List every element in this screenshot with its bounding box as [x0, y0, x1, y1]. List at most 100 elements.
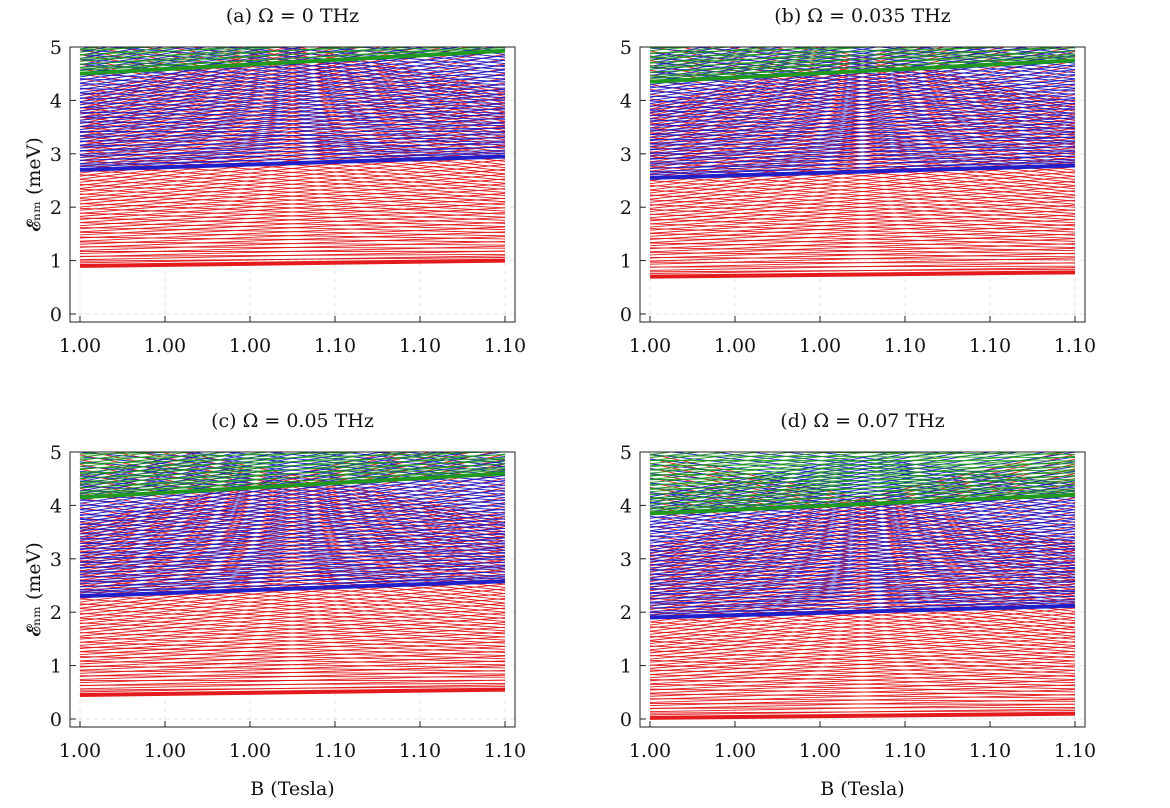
y-tick-label: 0 — [50, 709, 62, 731]
y-tick-label: 0 — [50, 304, 62, 326]
level-line-down — [650, 29, 1075, 33]
level-line-down — [649, 488, 1076, 505]
x-tick-label: 1.10 — [484, 335, 526, 357]
level-line-down — [302, 452, 506, 474]
series-lower — [79, 47, 506, 268]
level-line-down — [649, 477, 1076, 517]
level-line-down — [268, 47, 506, 68]
band-edge — [79, 579, 506, 599]
level-line-down — [79, 169, 506, 200]
level-line-down — [157, 452, 506, 523]
level-line-down — [79, 188, 506, 212]
level-line-up — [79, 47, 238, 59]
level-line-down — [79, 63, 506, 131]
level-line-down — [79, 632, 506, 650]
y-tick-label: 3 — [50, 549, 62, 571]
level-line-down — [649, 161, 1076, 174]
y-tick-label: 3 — [620, 549, 632, 571]
y-tick-label: 2 — [50, 197, 62, 219]
level-line-down — [649, 53, 1076, 73]
x-tick-label: 1.10 — [399, 335, 441, 357]
level-line-down — [649, 95, 1076, 114]
level-line-down — [79, 227, 506, 237]
plot-frame — [69, 46, 516, 323]
level-line-down — [649, 110, 1076, 123]
x-tick-label: 1.00 — [799, 335, 841, 357]
level-line-down — [79, 143, 506, 152]
x-tick-label: 1.00 — [714, 335, 756, 357]
y-tick-label: 4 — [620, 495, 632, 517]
level-line-up — [79, 452, 197, 464]
level-line-up — [79, 47, 291, 62]
level-line-down — [79, 682, 506, 686]
y-tick-label: 0 — [620, 304, 632, 326]
level-line-down — [79, 452, 506, 489]
level-line-down — [649, 650, 1076, 671]
x-axis-label: B (Tesla) — [820, 778, 904, 800]
level-line-down — [80, 32, 505, 45]
level-line-down — [649, 525, 1076, 548]
level-line-down — [649, 208, 1076, 230]
level-line-down — [947, 47, 1076, 61]
level-line-down — [649, 607, 1076, 643]
level-line-down — [79, 231, 506, 240]
level-line-down — [649, 114, 1076, 126]
level-line-down — [79, 116, 506, 123]
level-line-down — [649, 549, 1076, 563]
level-line-down — [79, 475, 506, 505]
y-tick-label: 4 — [50, 495, 62, 517]
series-upper — [649, 452, 1076, 516]
level-line-down — [79, 134, 506, 137]
level-line-down — [649, 156, 1076, 196]
level-line-down — [649, 599, 1076, 609]
level-line-down — [649, 564, 1076, 573]
y-axis-label: 𝓔ₙₘ (meV) — [23, 137, 45, 232]
level-line-down — [222, 452, 506, 480]
x-tick-label: 1.00 — [59, 335, 101, 357]
level-line-down — [649, 52, 1076, 86]
level-line-down — [649, 589, 1076, 594]
y-tick-label: 5 — [50, 442, 62, 464]
level-line-up — [649, 452, 835, 471]
level-line-down — [649, 184, 1076, 214]
level-line-down — [294, 47, 506, 91]
level-line-down — [79, 488, 506, 557]
level-line-up — [79, 47, 190, 56]
panel-title: (a) Ω = 0 THz — [226, 5, 359, 27]
x-tick-label: 1.00 — [59, 740, 101, 762]
x-tick-label: 1.10 — [969, 335, 1011, 357]
level-line-down — [649, 469, 1076, 476]
x-tick-label: 1.00 — [629, 740, 671, 762]
level-line-down — [649, 693, 1076, 699]
level-line-down — [649, 66, 1076, 95]
level-line-down — [649, 242, 1076, 252]
level-line-up — [79, 452, 265, 486]
level-line-down — [79, 565, 506, 573]
level-line-down — [649, 535, 1076, 597]
level-line-down — [649, 252, 1076, 258]
level-line-down — [649, 180, 1076, 211]
x-tick-label: 1.00 — [229, 335, 271, 357]
level-line-down — [79, 87, 506, 105]
series-upper — [79, 452, 506, 500]
y-tick-label: 4 — [620, 90, 632, 112]
band-edge — [649, 270, 1076, 279]
y-tick-label: 1 — [50, 656, 62, 678]
level-line-down — [649, 482, 1076, 520]
level-line-down — [649, 497, 1076, 529]
level-line-down — [79, 627, 506, 647]
level-line-up — [649, 47, 777, 58]
x-tick-label: 1.10 — [1054, 335, 1096, 357]
level-line-down — [79, 641, 506, 657]
level-line-down — [649, 100, 1076, 117]
level-line-up — [79, 452, 244, 483]
x-tick-label: 1.00 — [799, 740, 841, 762]
level-line-down — [649, 602, 1076, 614]
level-line-down — [649, 578, 1076, 582]
level-line-down — [649, 481, 1076, 495]
level-line-down — [649, 228, 1076, 242]
level-line-down — [189, 47, 506, 107]
level-line-down — [649, 223, 1076, 239]
series-upper — [79, 32, 506, 76]
level-line-down — [912, 47, 1076, 64]
